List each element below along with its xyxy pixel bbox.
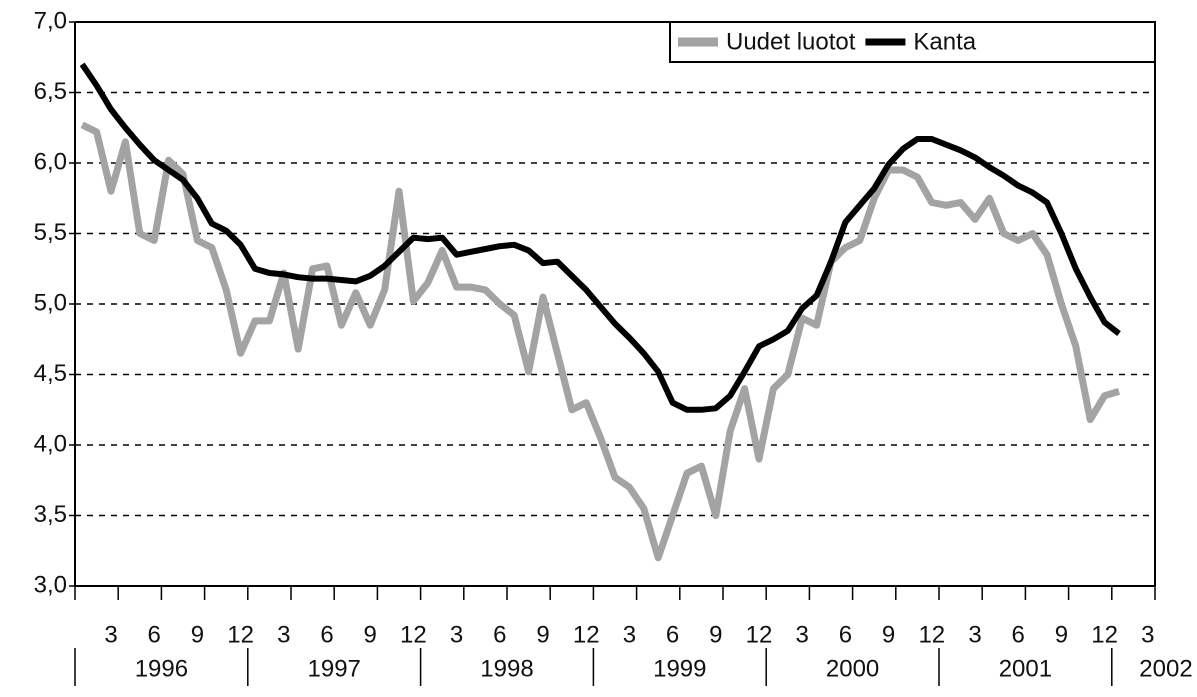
x-tick-label: 3 bbox=[104, 621, 117, 648]
year-label: 1997 bbox=[308, 655, 361, 682]
y-tick-label: 6,5 bbox=[34, 78, 67, 105]
x-tick-label: 3 bbox=[277, 621, 290, 648]
x-tick-label: 9 bbox=[1055, 621, 1068, 648]
series-line bbox=[79, 62, 1121, 413]
year-label: 1996 bbox=[135, 655, 188, 682]
year-label: 2001 bbox=[999, 655, 1052, 682]
x-tick-label: 6 bbox=[666, 621, 679, 648]
x-tick-label: 6 bbox=[320, 621, 333, 648]
legend-label: Uudet luotot bbox=[726, 28, 856, 55]
x-tick-label: 3 bbox=[968, 621, 981, 648]
y-tick-label: 5,0 bbox=[34, 289, 67, 316]
x-tick-label: 3 bbox=[796, 621, 809, 648]
x-tick-label: 9 bbox=[536, 621, 549, 648]
x-tick-label: 6 bbox=[839, 621, 852, 648]
x-tick-label: 6 bbox=[493, 621, 506, 648]
x-tick-label: 3 bbox=[1141, 621, 1154, 648]
series-line bbox=[80, 121, 1121, 562]
x-tick-label: 12 bbox=[227, 621, 254, 648]
year-label: 1998 bbox=[480, 655, 533, 682]
x-tick-label: 9 bbox=[709, 621, 722, 648]
x-tick-label: 6 bbox=[1012, 621, 1025, 648]
x-tick-label: 3 bbox=[623, 621, 636, 648]
x-tick-label: 9 bbox=[191, 621, 204, 648]
legend-label: Kanta bbox=[913, 28, 976, 55]
x-tick-label: 6 bbox=[148, 621, 161, 648]
x-tick-label: 12 bbox=[1091, 621, 1118, 648]
y-tick-label: 5,5 bbox=[34, 219, 67, 246]
year-label: 2002 bbox=[1139, 655, 1192, 682]
y-tick-label: 4,5 bbox=[34, 360, 67, 387]
x-tick-label: 12 bbox=[400, 621, 427, 648]
x-tick-label: 9 bbox=[364, 621, 377, 648]
y-tick-label: 4,0 bbox=[34, 430, 67, 457]
legend-box bbox=[669, 21, 1156, 63]
x-tick-label: 9 bbox=[882, 621, 895, 648]
x-tick-label: 12 bbox=[918, 621, 945, 648]
year-label: 1999 bbox=[653, 655, 706, 682]
year-label: 2000 bbox=[826, 655, 879, 682]
y-tick-label: 3,0 bbox=[34, 571, 67, 598]
x-tick-label: 12 bbox=[746, 621, 773, 648]
x-tick-label: 3 bbox=[450, 621, 463, 648]
y-tick-label: 3,5 bbox=[34, 501, 67, 528]
y-tick-label: 7,0 bbox=[34, 7, 67, 34]
y-tick-label: 6,0 bbox=[34, 148, 67, 175]
x-tick-label: 12 bbox=[573, 621, 600, 648]
